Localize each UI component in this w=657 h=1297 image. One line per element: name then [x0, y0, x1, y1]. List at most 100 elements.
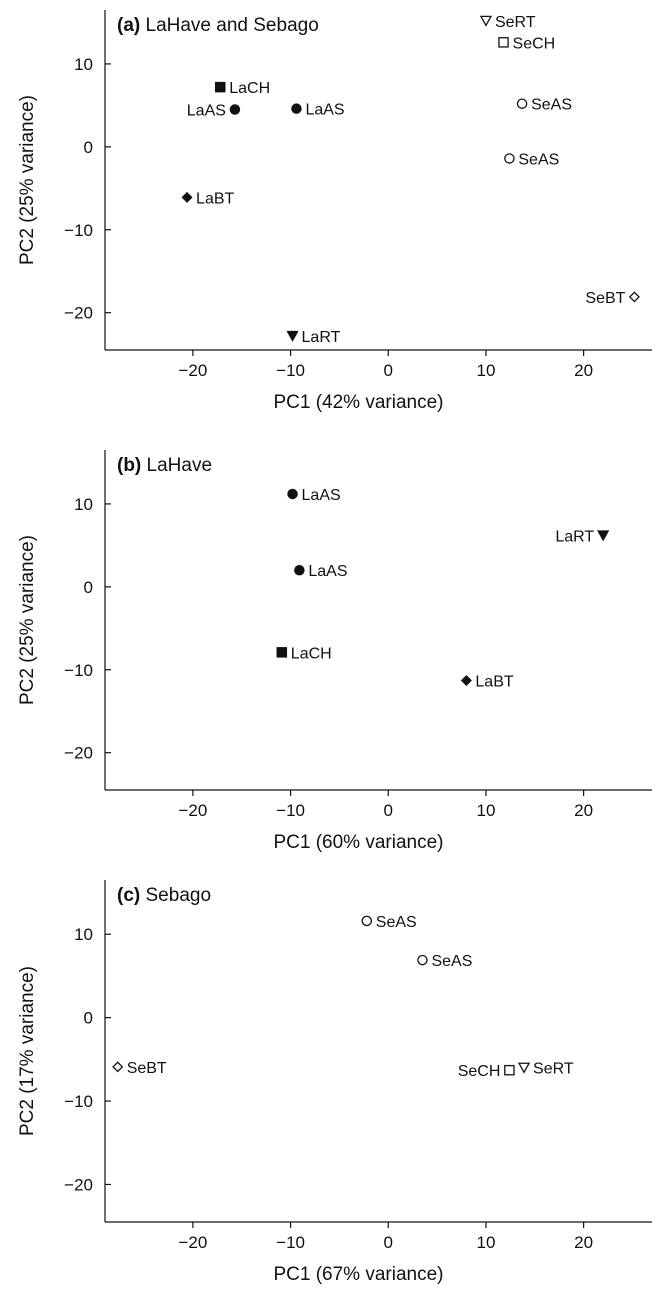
- x-tick-label: 20: [574, 1233, 593, 1252]
- point-marker: [479, 15, 493, 27]
- y-tick-label: −20: [64, 1175, 93, 1194]
- x-tick-label: 10: [476, 801, 495, 820]
- panel-a: −20 −10 0 10 20 −20 −10 0 10 (a) LaHave and Sebag…: [17, 10, 652, 413]
- point-label: SeAS: [531, 97, 572, 114]
- data-point: LaBT: [460, 674, 514, 691]
- point-label: LaBT: [196, 190, 234, 207]
- point-marker: [229, 104, 241, 115]
- panel-title: (b) LaHave: [117, 455, 212, 476]
- point-marker: [286, 330, 299, 342]
- y-axis-title: PC2 (17% variance): [17, 966, 38, 1136]
- data-point: SeAS: [504, 151, 559, 168]
- point-label: SeRT: [533, 1061, 574, 1078]
- y-tick-label: 10: [74, 925, 93, 944]
- panel-tag: (b): [117, 455, 141, 476]
- data-point: LaCH: [276, 645, 332, 662]
- panel-title-text: Sebago: [140, 885, 211, 906]
- point-label: LaAS: [187, 103, 226, 120]
- x-tick-label: −20: [178, 361, 207, 380]
- panel-title: (c) Sebago: [117, 885, 211, 906]
- data-point: LaBT: [181, 190, 235, 207]
- data-point: SeAS: [361, 914, 417, 931]
- x-tick-label: −20: [178, 801, 207, 820]
- point-marker: [597, 530, 610, 542]
- point-label: LaRT: [302, 329, 341, 346]
- data-point: SeRT: [479, 14, 536, 31]
- point-marker: [628, 291, 640, 303]
- data-point: SeAS: [417, 953, 472, 970]
- x-tick-label: 20: [574, 801, 593, 820]
- x-tick-label: 10: [476, 361, 495, 380]
- panel-title-text: LaHave and Sebago: [140, 15, 319, 36]
- x-tick-label: −10: [276, 361, 305, 380]
- point-marker: [504, 1064, 515, 1076]
- panel-title-text: LaHave: [141, 455, 212, 476]
- point-marker: [504, 153, 515, 164]
- x-axis-title: PC1 (42% variance): [273, 392, 443, 413]
- x-tick-label: −20: [178, 1233, 207, 1252]
- point-marker: [276, 647, 288, 658]
- panel-tag: (c): [117, 885, 140, 906]
- data-point: SeBT: [112, 1060, 167, 1077]
- point-label: SeRT: [495, 14, 536, 31]
- point-marker: [498, 37, 509, 48]
- data-point: SeRT: [517, 1061, 574, 1078]
- point-marker: [517, 1062, 531, 1074]
- y-tick-label: 0: [84, 138, 93, 157]
- data-point: LaRT: [286, 329, 341, 346]
- point-marker: [460, 675, 472, 687]
- panel-title: (a) LaHave and Sebago: [117, 15, 319, 36]
- panel-b: −20 −10 0 10 20 −20 −10 0 10 (b) LaHave PC1 (60% v…: [17, 450, 652, 853]
- point-label: SeAS: [518, 151, 559, 168]
- y-axis-title: PC2 (25% variance): [17, 535, 38, 705]
- point-marker: [361, 915, 373, 927]
- data-point: LaAS: [294, 563, 348, 580]
- x-axis-title: PC1 (60% variance): [273, 832, 443, 853]
- point-marker: [112, 1061, 124, 1073]
- panel-tag: (a): [117, 15, 140, 36]
- x-axis-title: PC1 (67% variance): [273, 1264, 443, 1285]
- point-marker: [181, 191, 193, 203]
- y-tick-label: −10: [64, 221, 93, 240]
- x-tick-label: 0: [384, 361, 393, 380]
- point-label: LaRT: [555, 528, 594, 545]
- data-point: LaAS: [287, 487, 341, 504]
- point-marker: [291, 103, 302, 114]
- point-label: SeAS: [431, 953, 472, 970]
- y-tick-label: −10: [64, 661, 93, 680]
- data-point: LaRT: [555, 528, 610, 545]
- point-label: SeCH: [458, 1063, 501, 1080]
- data-point: SeCH: [498, 35, 556, 52]
- x-tick-label: 20: [574, 361, 593, 380]
- point-label: LaAS: [305, 102, 344, 119]
- y-tick-label: −10: [64, 1092, 93, 1111]
- x-tick-label: 0: [384, 801, 393, 820]
- point-label: SeBT: [127, 1060, 167, 1077]
- point-label: LaBT: [475, 674, 513, 691]
- data-point: LaAS: [187, 103, 241, 120]
- y-axis-title: PC2 (25% variance): [17, 95, 38, 265]
- point-label: LaCH: [291, 645, 332, 662]
- point-label: LaAS: [302, 487, 341, 504]
- point-label: SeBT: [585, 290, 625, 307]
- point-label: SeAS: [376, 914, 417, 931]
- point-label: SeCH: [513, 35, 556, 52]
- x-tick-label: 10: [476, 1233, 495, 1252]
- y-tick-label: −20: [64, 304, 93, 323]
- point-marker: [294, 564, 305, 576]
- panel-c: −20 −10 0 10 20 −20 −10 0 10 (c) Sebago PC1 (67% v…: [17, 880, 652, 1285]
- y-tick-label: 0: [84, 578, 93, 597]
- point-marker: [215, 81, 226, 93]
- data-point: LaCH: [215, 80, 270, 97]
- x-tick-label: 0: [384, 1233, 393, 1252]
- y-tick-label: 0: [84, 1009, 93, 1028]
- x-tick-label: −10: [276, 801, 305, 820]
- data-point: SeBT: [585, 290, 640, 307]
- y-tick-label: 10: [74, 55, 93, 74]
- y-tick-label: 10: [74, 495, 93, 514]
- point-marker: [417, 954, 428, 966]
- data-point: SeAS: [516, 97, 572, 114]
- point-label: LaCH: [229, 80, 270, 97]
- point-label: LaAS: [308, 563, 347, 580]
